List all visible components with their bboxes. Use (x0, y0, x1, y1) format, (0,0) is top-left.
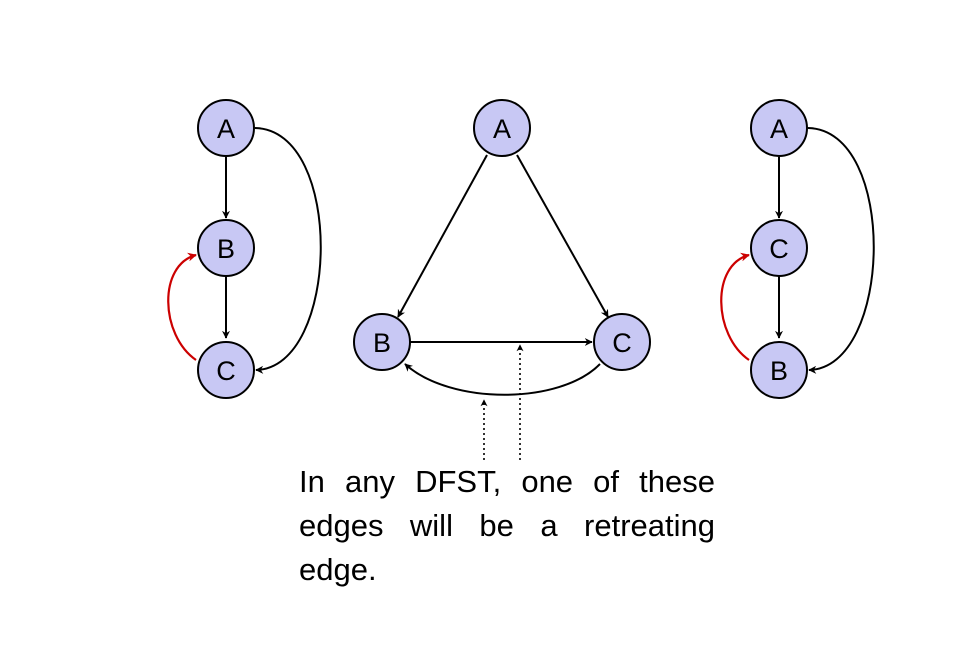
node-c-label: C (769, 234, 789, 264)
node-a-label: A (217, 114, 235, 144)
edge-a-b (807, 127, 875, 374)
node-b: B (197, 219, 255, 277)
node-c-label: C (216, 356, 236, 386)
node-b-label: B (770, 356, 788, 386)
node-a: A (473, 99, 531, 157)
edge-a-b (397, 154, 488, 318)
node-b: B (353, 313, 411, 371)
node-b-label: B (373, 328, 391, 358)
node-a: A (750, 99, 808, 157)
retreating-edge-b-c (720, 252, 750, 361)
edge-a-c (254, 127, 322, 374)
node-a-label: A (770, 114, 788, 144)
graph-left: A B C (167, 99, 322, 399)
graph-right: A C B (720, 99, 875, 399)
retreating-edge-c-b (167, 252, 197, 361)
edge-c-b (404, 363, 601, 396)
node-c: C (750, 219, 808, 277)
node-c: C (593, 313, 651, 371)
node-c-label: C (612, 328, 632, 358)
edge-a-c (516, 154, 609, 318)
node-b-label: B (217, 234, 235, 264)
node-a: A (197, 99, 255, 157)
node-b: B (750, 341, 808, 399)
node-c: C (197, 341, 255, 399)
node-a-label: A (493, 114, 511, 144)
caption-text: In any DFST, one of these edges will be … (299, 464, 715, 587)
graph-center: A B C (353, 99, 651, 460)
